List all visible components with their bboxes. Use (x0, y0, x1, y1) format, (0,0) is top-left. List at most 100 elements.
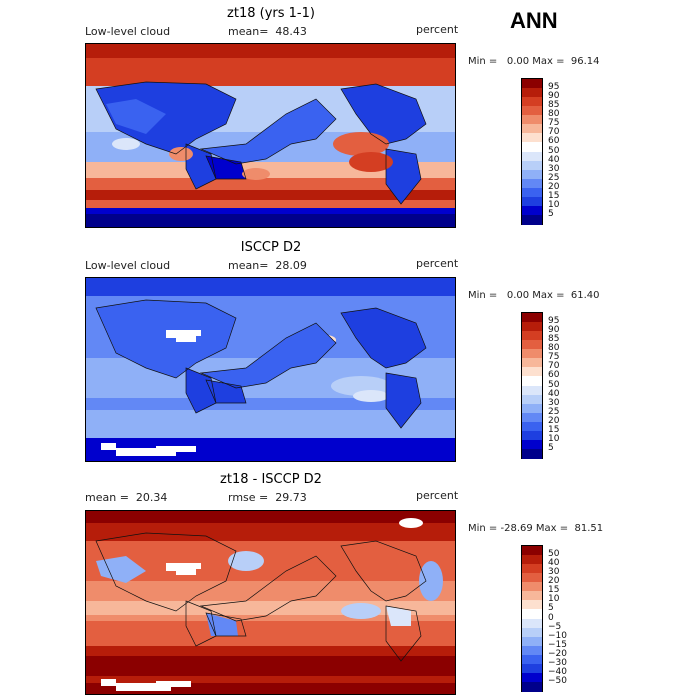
colorbar-swatch (522, 205, 542, 216)
mean-label: mean= 28.09 (228, 259, 307, 272)
colorbar-tick-label: 30 (548, 397, 560, 408)
colorbar-swatch (522, 97, 542, 107)
colorbar-swatch (522, 313, 542, 323)
colorbar-swatch (522, 88, 542, 98)
colorbar-swatch (522, 133, 542, 143)
colorbar-swatch (522, 412, 542, 423)
colorbar-tick-label: 70 (548, 361, 560, 372)
colorbar-tick-label: 85 (548, 100, 560, 111)
colorbar-swatch (522, 160, 542, 171)
colorbar-tick-label: 20 (548, 415, 560, 426)
min-max-label: Min = 0.00 Max = 61.40 (468, 290, 600, 301)
colorbar-swatch (522, 340, 542, 350)
colorbar-tick-label: 30 (548, 163, 560, 174)
colorbar-swatch (522, 448, 542, 459)
variable-label: Low-level cloud (85, 25, 171, 38)
colorbar-tick-label: −5 (548, 621, 562, 632)
mean-label: mean = 20.34 (85, 491, 168, 504)
colorbar-swatch (522, 672, 542, 683)
colorbar-swatch (522, 169, 542, 180)
colorbar-tick-label: 15 (548, 190, 560, 201)
rmse-label: rmse = 29.73 (228, 491, 307, 504)
colorbar-tick-label: 95 (548, 316, 560, 327)
colorbar-tick-label: −20 (548, 648, 567, 659)
colorbar-tick-label: 40 (548, 558, 560, 569)
colorbar-swatch (522, 187, 542, 198)
colorbar-tick-label: 85 (548, 334, 560, 345)
colorbar-swatch (522, 421, 542, 432)
colorbar-swatch (522, 106, 542, 116)
colorbar-tick-label: 20 (548, 181, 560, 192)
colorbar-tick-label: 40 (548, 154, 560, 165)
colorbar (521, 312, 543, 459)
colorbar (521, 78, 543, 225)
colorbar-swatch (522, 358, 542, 368)
variable-label: Low-level cloud (85, 259, 171, 272)
colorbar-swatch (522, 376, 542, 386)
colorbar-tick-label: −10 (548, 630, 567, 641)
colorbar-swatch (522, 591, 542, 601)
colorbar-tick-label: 25 (548, 406, 560, 417)
colorbar-swatch (522, 609, 542, 619)
colorbar-tick-label: 15 (548, 585, 560, 596)
colorbar-swatch (522, 555, 542, 565)
colorbar-tick-label: 90 (548, 325, 560, 336)
colorbar-tick-label: 40 (548, 388, 560, 399)
colorbar-tick-label: 5 (548, 603, 554, 614)
colorbar-swatch (522, 178, 542, 189)
colorbar-tick-label: 75 (548, 352, 560, 363)
colorbar-tick-label: 70 (548, 127, 560, 138)
colorbar-tick-label: 80 (548, 343, 560, 354)
colorbar-tick-label: 0 (548, 612, 554, 623)
colorbar-swatch (522, 564, 542, 574)
colorbar-tick-label: 10 (548, 199, 560, 210)
units-label: percent (416, 489, 459, 502)
mean-label: mean= 48.43 (228, 25, 307, 38)
colorbar-swatch (522, 385, 542, 396)
colorbar-tick-label: 25 (548, 172, 560, 183)
colorbar-tick-label: −30 (548, 657, 567, 668)
colorbar-swatch (522, 367, 542, 377)
colorbar-tick-label: 80 (548, 109, 560, 120)
colorbar-swatch (522, 546, 542, 556)
colorbar-swatch (522, 681, 542, 692)
colorbar-tick-label: 20 (548, 576, 560, 587)
colorbar-tick-label: 95 (548, 82, 560, 93)
colorbar-swatch (522, 115, 542, 125)
colorbar-swatch (522, 214, 542, 225)
colorbar-tick-label: 30 (548, 567, 560, 578)
panel-title: zt18 (yrs 1-1) (227, 6, 315, 21)
colorbar-swatch (522, 636, 542, 647)
colorbar-tick-label: 50 (548, 145, 560, 156)
map-isccp-low-cloud (85, 277, 456, 462)
colorbar-swatch (522, 403, 542, 414)
units-label: percent (416, 257, 459, 270)
colorbar-tick-label: 15 (548, 424, 560, 435)
colorbar-swatch (522, 331, 542, 341)
min-max-label: Min = -28.69 Max = 81.51 (468, 523, 604, 534)
colorbar-swatch (522, 618, 542, 629)
colorbar-tick-label: 10 (548, 594, 560, 605)
colorbar-swatch (522, 600, 542, 610)
colorbar-swatch (522, 394, 542, 405)
colorbar-swatch (522, 582, 542, 592)
panel-title: zt18 - ISCCP D2 (220, 472, 322, 487)
colorbar (521, 545, 543, 692)
colorbar-tick-label: 10 (548, 433, 560, 444)
colorbar-swatch (522, 196, 542, 207)
colorbar-tick-label: 50 (548, 549, 560, 560)
colorbar-swatch (522, 322, 542, 332)
colorbar-tick-label: 90 (548, 91, 560, 102)
units-label: percent (416, 23, 459, 36)
colorbar-tick-label: 75 (548, 118, 560, 129)
colorbar-swatch (522, 573, 542, 583)
map-model-low-cloud (85, 43, 456, 228)
colorbar-swatch (522, 627, 542, 638)
colorbar-swatch (522, 79, 542, 89)
colorbar-swatch (522, 439, 542, 450)
colorbar-tick-label: −15 (548, 639, 567, 650)
colorbar-swatch (522, 654, 542, 665)
colorbar-tick-label: 50 (548, 379, 560, 390)
colorbar-swatch (522, 663, 542, 674)
colorbar-swatch (522, 645, 542, 656)
